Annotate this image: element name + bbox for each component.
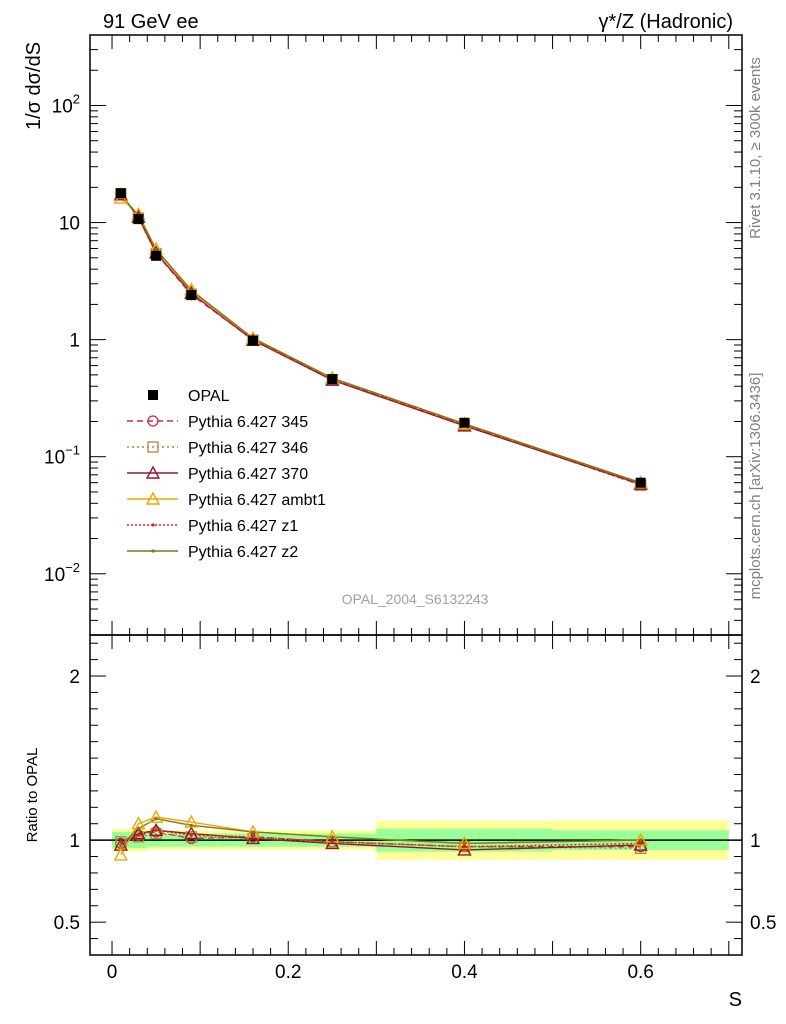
series-5-main-point-2: [154, 247, 158, 252]
y-tick-label: 10−1: [44, 443, 80, 469]
series-5-ratio-point-6: [462, 841, 467, 846]
data-point-5: [327, 374, 338, 385]
series-3-ratio-point-7: [633, 832, 648, 846]
series-5-ratio-point-1: [136, 827, 141, 831]
series-4-ratio-point-4: [251, 835, 255, 839]
series-1-ratio-point-0: [115, 836, 127, 848]
y-axis-label: 1/σ dσ/dS: [23, 42, 45, 130]
series-5-ratio-point-5: [330, 835, 334, 839]
data-point-4: [248, 335, 258, 346]
title-right: γ*/Z (Hadronic): [599, 11, 733, 33]
series-3-ratio-point-2: [148, 809, 164, 823]
y-tick-label: 1: [69, 331, 80, 352]
series-2-ratio-point-1: [131, 826, 146, 840]
series-2-ratio-point-4: [245, 831, 261, 845]
data-point-1: [133, 214, 144, 225]
legend-marker-6: [151, 549, 155, 553]
series-4-ratio-point-3: [189, 833, 193, 837]
series-4-ratio-point-7: [639, 841, 643, 846]
ratio-tick-label-right: 1: [750, 831, 761, 852]
ratio-y-axis-label: Ratio to OPAL: [24, 748, 41, 843]
x-axis-label: S: [729, 989, 742, 1011]
series-markers: [113, 187, 648, 861]
series-2-ratio-point-6: [457, 842, 472, 856]
series-3-ratio-point-3: [184, 814, 199, 828]
series-4-ratio-point-1: [136, 833, 141, 837]
series-2-ratio-point-5: [325, 835, 340, 850]
series-5-ratio-point-7: [639, 838, 643, 842]
ratio-tick-label-left: 2: [69, 667, 80, 688]
legend-label-0: OPAL: [188, 388, 230, 405]
legend: OPAL Pythia 6.427 345 Pythia 6.427 346 Pyth…: [127, 388, 326, 561]
x-tick-label: 0.2: [275, 962, 301, 983]
ratio-tick-label-left: 1: [69, 831, 80, 852]
series-3-ratio-point-0: [113, 847, 129, 861]
legend-marker-5: [151, 523, 155, 527]
ratio-tick-label-right: 2: [750, 667, 761, 688]
legend-marker-4: [145, 491, 161, 505]
series-5-ratio-point-4: [251, 830, 255, 834]
data-point-0: [115, 188, 126, 199]
title-left: 91 GeV ee: [103, 11, 199, 33]
legend-label-5: Pythia 6.427 z1: [188, 518, 298, 535]
legend-marker-1: [147, 415, 159, 427]
legend-label-6: Pythia 6.427 z2: [188, 544, 298, 561]
ratio-tick-label-right: 0.5: [750, 913, 776, 934]
legend-label-4: Pythia 6.427 ambt1: [188, 492, 326, 509]
series-3-ratio-point-6: [457, 835, 472, 850]
series-line-ratio-5: [120, 818, 641, 846]
data-point-6: [459, 417, 470, 428]
data-point-3: [186, 290, 197, 301]
legend-label-2: Pythia 6.427 346: [188, 440, 308, 457]
series-line-ratio-1: [120, 832, 641, 850]
series-2-ratio-point-2: [148, 822, 164, 836]
legend-label-3: Pythia 6.427 370: [188, 466, 308, 483]
series-5-ratio-point-2: [154, 817, 158, 821]
analysis-label: OPAL_2004_S6132243: [342, 591, 489, 607]
ratio-tick-label-left: 0.5: [54, 913, 80, 934]
legend-marker-2: [147, 441, 159, 453]
side-label-top: Rivet 3.1.10, ≥ 300k events: [747, 57, 764, 239]
x-tick-label: 0: [107, 962, 118, 983]
series-5-ratio-point-0: [119, 843, 123, 847]
legend-marker-0: [148, 390, 158, 400]
side-label-bottom: mcplots.cern.ch [arXiv:1306.3436]: [747, 373, 764, 600]
legend-label-1: Pythia 6.427 345: [188, 414, 308, 431]
x-tick-label: 0.4: [451, 962, 478, 983]
y-tick-label: 10: [59, 214, 80, 235]
x-tick-label: 0.6: [627, 962, 653, 983]
y-tick-label: 10−2: [44, 560, 80, 586]
series-4-ratio-point-6: [462, 845, 467, 849]
series-5-ratio-point-3: [189, 823, 193, 827]
series-4-ratio-point-2: [154, 828, 158, 832]
ratio-frame: [89, 634, 743, 956]
legend-marker-3: [145, 465, 161, 479]
data-point-2: [151, 250, 162, 261]
y-tick-label: 102: [52, 91, 80, 117]
series-4-ratio-point-0: [119, 840, 123, 844]
axes: 0 0.2 0.4 0.6 10−2 10−1 1 10 102 0.5 0.5 1 1 2 2: [44, 34, 776, 983]
data-point-7: [635, 477, 646, 488]
series-2-ratio-point-3: [184, 826, 199, 840]
series-4-ratio-point-5: [330, 840, 334, 844]
